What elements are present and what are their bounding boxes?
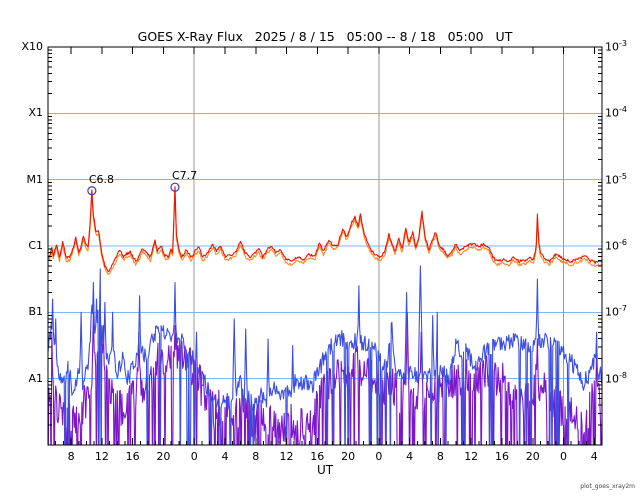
series-lines xyxy=(48,186,602,445)
x-tick-label: 16 xyxy=(310,450,325,463)
y-left-label: C1 xyxy=(28,239,43,252)
x-tick-label: 8 xyxy=(436,450,444,463)
y-right-label: 10-6 xyxy=(605,238,627,253)
x-tick-label: 12 xyxy=(279,450,294,463)
x-tick-label: 8 xyxy=(252,450,260,463)
y-right-label: 10-5 xyxy=(605,171,627,187)
x-tick-label: 12 xyxy=(94,450,109,463)
series-goes-short-primary xyxy=(48,265,602,445)
flare-marker-circle xyxy=(87,186,97,196)
series-goes-long-primary xyxy=(48,186,602,273)
flare-marker-circle xyxy=(170,182,180,192)
x-tick-label: 8 xyxy=(67,450,75,463)
x-tick-label: 0 xyxy=(560,450,568,463)
y-right-label: 10-7 xyxy=(605,304,627,319)
series-goes-short-secondary xyxy=(48,305,602,445)
x-axis-title: UT xyxy=(316,463,334,477)
y-right-label: 10-3 xyxy=(605,39,627,54)
x-tick-label: 0 xyxy=(375,450,383,463)
y-left-label: X1 xyxy=(28,106,43,120)
flare-label: C6.8 xyxy=(89,173,114,186)
x-tick-label: 20 xyxy=(156,450,171,463)
x-tick-label: 12 xyxy=(464,450,479,463)
flare-label: C7.7 xyxy=(172,169,197,182)
x-tick-label: 0 xyxy=(190,450,198,463)
x-tick-label: 16 xyxy=(125,450,140,463)
x-tick-label: 4 xyxy=(590,450,598,463)
y-right-label: 10-8 xyxy=(605,370,627,386)
y-left-label: A1 xyxy=(28,371,43,385)
x-tick-label: 20 xyxy=(341,450,356,463)
flare-annotations: C6.8 C7.7 xyxy=(87,169,197,196)
y-left-label: M1 xyxy=(26,172,44,186)
watermark-text: plot_goes_xray2m xyxy=(580,483,635,490)
series-goes-long-secondary xyxy=(48,189,602,276)
y-left-label: X10 xyxy=(21,40,43,53)
chart-title: GOES X-Ray Flux 2025 / 8 / 15 05:00 -- 8… xyxy=(137,29,513,44)
x-tick-label: 20 xyxy=(525,450,540,463)
y-right-label: 10-4 xyxy=(605,105,627,120)
x-tick-label: 4 xyxy=(406,450,414,463)
y-left-label: B1 xyxy=(28,305,43,319)
x-tick-label: 4 xyxy=(221,450,229,463)
x-tick-label: 16 xyxy=(494,450,509,463)
axis-frame xyxy=(47,46,603,446)
